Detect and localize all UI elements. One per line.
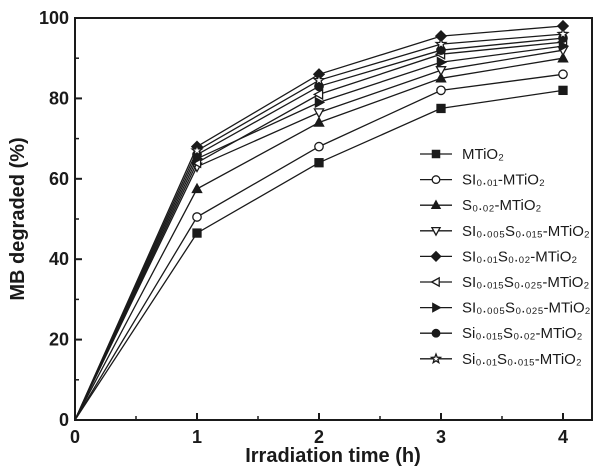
legend-marker [431,149,441,159]
x-tick-label: 1 [192,427,202,447]
y-tick-label: 100 [39,8,69,28]
legend-label: SI₀.₀₁S₀.₀₂-MTiO₂ [462,248,577,265]
data-point [191,182,203,194]
data-point [435,66,447,77]
legend-entry: SI₀.₀₀₅S₀.₀₂₅-MTiO₂ [420,300,591,317]
legend-entry: Si₀.₀₁₅S₀.₀₂-MTiO₂ [420,325,583,342]
x-tick-label: 4 [558,427,568,447]
y-tick-label: 80 [49,88,69,108]
legend-label: Si₀.₀₁₅S₀.₀₂-MTiO₂ [462,325,583,342]
legend-entry: SI₀.₀₀₅S₀.₀₁₅-MTiO₂ [420,223,590,240]
legend-entry: MTiO₂ [420,146,504,163]
legend-entry: S₀.₀₂-MTiO₂ [420,197,542,214]
data-point [434,37,448,50]
x-axis-title: Irradiation time (h) [245,445,421,467]
legend-entry: Si₀.₀₁S₀.₀₁₅-MTiO₂ [420,351,582,368]
y-tick-label: 60 [49,169,69,189]
legend-marker [430,226,442,237]
y-axis-title: MB degraded (%) [7,137,29,300]
series-2 [74,69,568,421]
legend-marker [430,276,440,288]
data-point [436,85,446,96]
y-tick-label: 20 [49,330,69,350]
x-tick-label: 0 [70,427,80,447]
legend-marker [430,199,442,210]
legend-label: SI₀.₀₀₅S₀.₀₂₅-MTiO₂ [462,300,591,317]
legend-label: SI₀.₀₁₅S₀.₀₂₅-MTiO₂ [462,274,589,291]
x-tick-label: 3 [436,427,446,447]
legend-marker [430,250,442,263]
data-point [558,69,568,80]
legend-label: Si₀.₀₁S₀.₀₁₅-MTiO₂ [462,351,582,368]
y-tick-label: 40 [49,249,69,269]
series-3 [74,52,569,421]
data-point [556,27,570,40]
legend-entry: SI₀.₀₁₅S₀.₀₂₅-MTiO₂ [420,274,589,291]
data-point [558,40,570,52]
data-point [436,56,448,68]
legend-marker [431,175,441,185]
series-9 [74,27,570,421]
data-point [436,103,446,114]
data-point [312,73,326,86]
legend-marker [432,302,442,313]
legend-label: MTiO₂ [462,146,504,163]
data-point [558,85,568,96]
data-point [314,158,324,168]
legend: MTiO₂ SI₀.₀₁-MTiO₂ S₀.₀₂-MTiO₂ SI₀.₀₀₅S₀.₀₁… [420,146,591,368]
data-point [313,116,325,127]
legend-label: SI₀.₀₁-MTiO₂ [462,172,545,189]
legend-entry: SI₀.₀₁-MTiO₂ [420,172,545,189]
data-point [312,88,324,101]
data-point [190,143,204,157]
data-point [314,141,324,152]
y-tick-label: 0 [59,410,69,430]
data-point [314,96,326,109]
legend-marker [429,352,443,365]
series-1 [74,85,568,421]
series-layer [74,19,570,421]
legend-marker [431,328,441,338]
data-point [435,72,447,83]
legend-label: S₀.₀₂-MTiO₂ [462,197,542,214]
data-point [192,212,202,222]
x-tick-label: 2 [314,427,324,447]
legend-entry: SI₀.₀₁S₀.₀₂-MTiO₂ [420,248,577,265]
legend-label: SI₀.₀₀₅S₀.₀₁₅-MTiO₂ [462,223,590,240]
data-point [557,52,569,63]
data-point [313,108,325,119]
data-point [192,228,202,238]
